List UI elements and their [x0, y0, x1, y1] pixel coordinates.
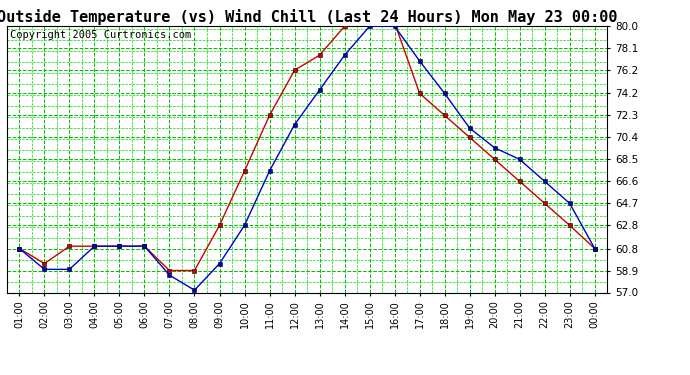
Title: Outside Temperature (vs) Wind Chill (Last 24 Hours) Mon May 23 00:00: Outside Temperature (vs) Wind Chill (Las… — [0, 9, 618, 25]
Text: Copyright 2005 Curtronics.com: Copyright 2005 Curtronics.com — [10, 30, 191, 40]
